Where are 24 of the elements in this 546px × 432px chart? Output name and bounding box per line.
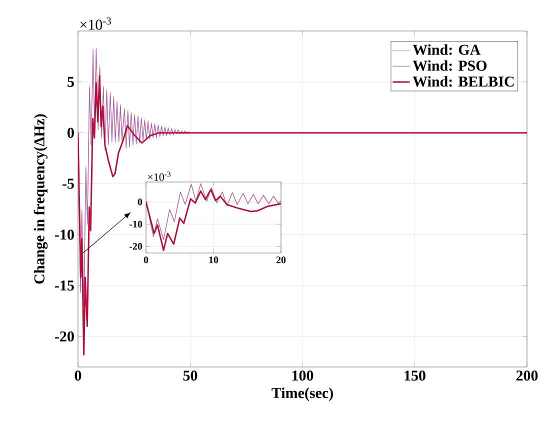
text: ×10$^{-3}$ (80, 17, 111, 30)
y-tick-label: -20 (55, 331, 74, 342)
y-tick-label: -5 (62, 178, 74, 189)
x-tick-label: 200 (516, 370, 538, 381)
x-tick-label: 0 (144, 256, 148, 264)
x-tick-label: 50 (183, 370, 198, 381)
y-tick-label: 0 (68, 128, 74, 138)
x-tick-label: 150 (404, 370, 426, 381)
x-tick-label: 20 (276, 256, 286, 264)
x-tick-label: 0 (74, 370, 82, 381)
legend-label: Wind: BELBIC (412, 76, 514, 87)
x-tick-label: 10 (209, 256, 218, 264)
y-tick-label: -15 (55, 280, 74, 291)
annotation: ×10$^{-3}$ (148, 172, 171, 181)
legend-label: Wind: GA (412, 44, 481, 55)
y-tick-label: 0 (138, 198, 142, 206)
legend-label: Wind: PSO (412, 60, 487, 71)
y-tick-label: 5 (68, 76, 74, 87)
y-tick-label: -10 (130, 220, 142, 228)
x-axis-title: Time(sec) (272, 388, 333, 402)
y-tick-label: -20 (130, 242, 142, 250)
x-tick-label: 100 (292, 370, 314, 381)
y-tick-label: -10 (55, 230, 74, 240)
y-axis-title: Change in frequency(ΔHz) (34, 114, 48, 284)
